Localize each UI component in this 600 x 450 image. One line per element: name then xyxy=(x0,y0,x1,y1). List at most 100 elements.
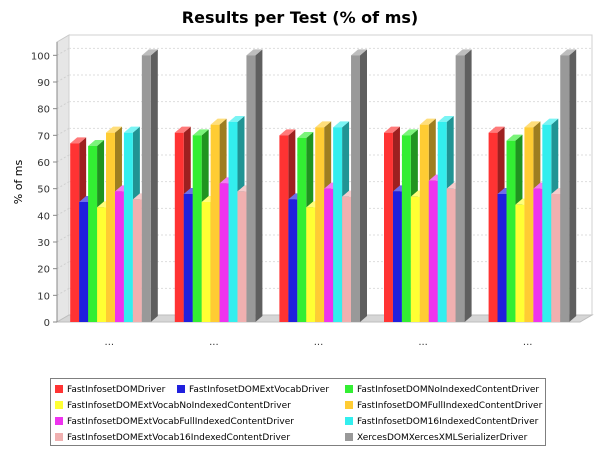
bar-side xyxy=(255,49,263,322)
legend-swatch xyxy=(55,433,63,441)
legend-swatch xyxy=(55,385,63,393)
bar-top xyxy=(455,49,472,56)
bar-front xyxy=(174,132,184,322)
bar-front xyxy=(210,124,220,323)
bar xyxy=(455,49,472,322)
bar-front xyxy=(228,122,238,322)
bar-front xyxy=(288,199,298,322)
y-tick-label: 80 xyxy=(37,105,50,116)
legend-swatch xyxy=(55,417,63,425)
y-tick-label: 10 xyxy=(37,291,50,302)
legend-item: FastInfosetDOMExtVocabNoIndexedContentDr… xyxy=(55,400,291,412)
bar xyxy=(560,49,577,322)
chart-title: Results per Test (% of ms) xyxy=(182,8,418,27)
bar xyxy=(351,49,367,322)
side-wall xyxy=(56,34,70,323)
bar-top xyxy=(246,49,263,56)
legend-label: FastInfosetDOMExtVocab16IndexedContentDr… xyxy=(67,433,291,443)
bar xyxy=(141,49,158,322)
bar-front xyxy=(123,132,133,322)
bar-top xyxy=(419,118,436,125)
bar-side xyxy=(569,49,577,322)
bar-front xyxy=(428,180,438,322)
bar-front xyxy=(237,191,247,322)
y-tick-label: 20 xyxy=(37,265,50,276)
bar-front xyxy=(70,143,80,322)
bar-top xyxy=(210,118,227,125)
legend-item: FastInfosetDOM16IndexedContentDriver xyxy=(345,416,538,428)
x-tick-label: ... xyxy=(209,337,219,348)
bar-top xyxy=(506,134,523,141)
y-tick-label: 60 xyxy=(37,158,50,169)
bar xyxy=(246,49,263,322)
bar-front xyxy=(97,207,107,322)
bar-top xyxy=(333,121,350,128)
legend: FastInfosetDOMDriver FastInfosetDOMExtVoc… xyxy=(50,378,546,446)
legend-item: FastInfosetDOMFullIndexedContentDriver xyxy=(345,400,542,412)
bar-top xyxy=(70,137,87,144)
bar-side xyxy=(464,49,472,322)
bar-front xyxy=(315,127,325,322)
legend-label: FastInfosetDOMExtVocabFullIndexedContent… xyxy=(67,417,294,427)
bar-side xyxy=(360,49,367,322)
bar-front xyxy=(297,138,307,322)
bar-front xyxy=(141,55,151,322)
bar-front xyxy=(351,55,360,322)
bar-front xyxy=(542,124,552,323)
legend-label: FastInfosetDOMFullIndexedContentDriver xyxy=(357,401,543,411)
bar-front xyxy=(192,135,202,322)
legend-item: FastInfosetDOMExtVocabFullIndexedContent… xyxy=(55,416,294,428)
y-tick-label: 40 xyxy=(37,211,50,222)
y-tick-label: 100 xyxy=(31,51,50,62)
bar-top xyxy=(437,116,454,122)
bar-front xyxy=(324,188,334,322)
legend-item: FastInfosetDOMExtVocabDriver xyxy=(177,384,329,396)
bar-front xyxy=(88,146,98,322)
bar-top xyxy=(297,132,314,138)
bar-front xyxy=(246,55,256,322)
legend-item: FastInfosetDOMExtVocab16IndexedContentDr… xyxy=(55,432,290,444)
bar-front xyxy=(437,122,447,322)
bar-top xyxy=(192,129,209,136)
bar-top xyxy=(351,49,367,56)
bar-front xyxy=(384,132,393,322)
x-tick-label: ... xyxy=(523,337,533,348)
legend-item: FastInfosetDOMDriver xyxy=(55,384,165,396)
legend-label: XercesDOMXercesXMLSerializerDriver xyxy=(357,433,528,443)
bar-front xyxy=(183,194,193,322)
legend-swatch xyxy=(345,417,353,425)
legend-swatch xyxy=(345,401,353,409)
bar-front xyxy=(524,127,534,322)
bar-front xyxy=(79,202,89,322)
legend-label: FastInfosetDOMNoIndexedContentDriver xyxy=(357,385,540,395)
bar-top xyxy=(488,126,505,133)
bar-top xyxy=(315,121,332,128)
bar-front xyxy=(201,202,211,322)
bar-front xyxy=(488,132,498,322)
y-tick-label: 30 xyxy=(37,238,50,249)
bar-front xyxy=(342,196,352,322)
y-tick-label: 90 xyxy=(37,78,50,89)
legend-item: FastInfosetDOMNoIndexedContentDriver xyxy=(345,384,539,396)
legend-label: FastInfosetDOMDriver xyxy=(67,385,166,395)
bar-front xyxy=(551,194,561,322)
bar-top xyxy=(542,118,559,125)
bar-side xyxy=(150,49,158,322)
bar-front xyxy=(533,188,543,322)
x-tick-label: ... xyxy=(314,337,324,348)
bar-top xyxy=(174,126,191,133)
y-tick-label: 50 xyxy=(37,185,50,196)
bar-front xyxy=(401,135,411,322)
bar-top xyxy=(123,126,140,133)
bar-top xyxy=(384,126,400,133)
legend-item: XercesDOMXercesXMLSerializerDriver xyxy=(345,432,527,444)
bar-top xyxy=(560,49,577,56)
legend-swatch xyxy=(55,401,63,409)
bar-front xyxy=(446,188,456,322)
bar-front xyxy=(132,199,142,322)
bar-front xyxy=(219,183,229,322)
bar-front xyxy=(419,124,429,323)
bar-front xyxy=(515,204,525,322)
legend-swatch xyxy=(345,433,353,441)
